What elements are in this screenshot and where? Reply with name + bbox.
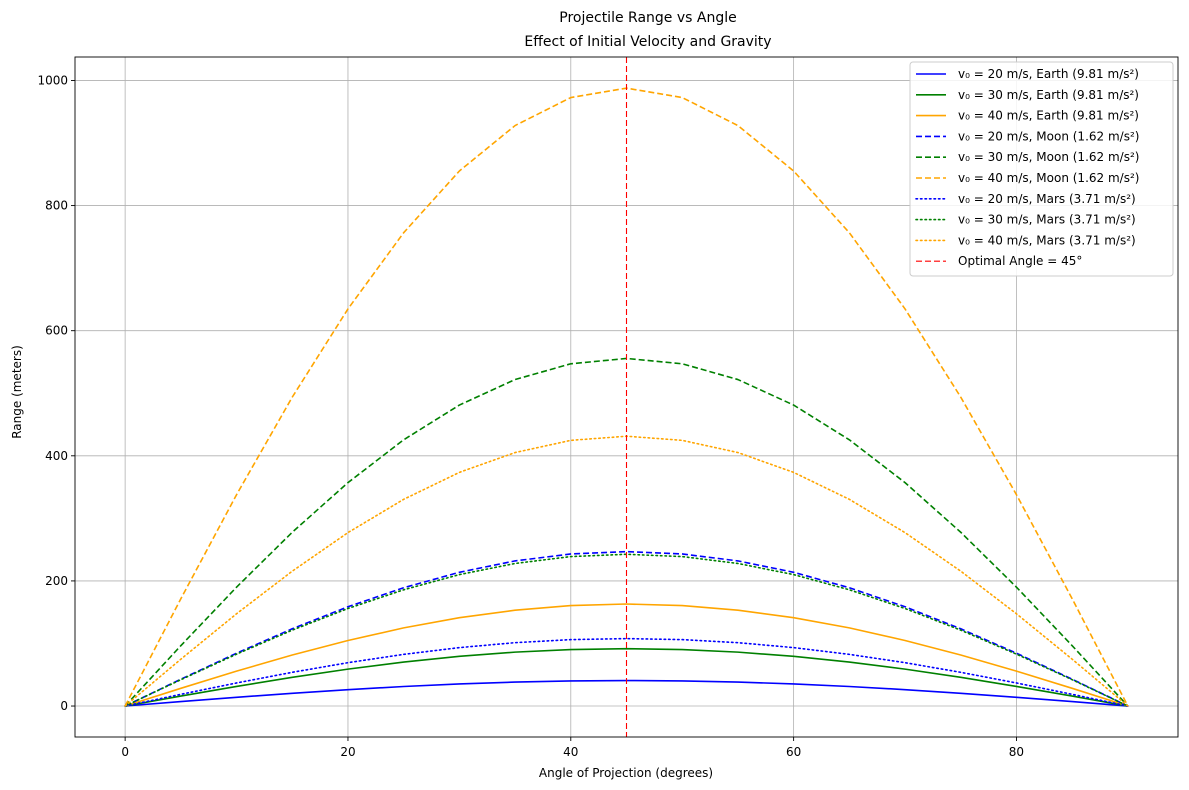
chart-title: Projectile Range vs Angle xyxy=(559,10,736,26)
y-tick-label: 600 xyxy=(45,324,68,338)
plot-area-border xyxy=(74,56,1179,738)
y-tick-label: 200 xyxy=(45,574,68,588)
legend-label: v₀ = 20 m/s, Moon (1.62 m/s²) xyxy=(958,129,1139,143)
x-tick-label: 0 xyxy=(121,745,129,759)
x-tick-label: 80 xyxy=(1009,745,1024,759)
y-axis-label: Range (meters) xyxy=(10,345,24,439)
x-tick-label: 60 xyxy=(786,745,801,759)
y-tick-label: 400 xyxy=(45,449,68,463)
legend-label: v₀ = 30 m/s, Earth (9.81 m/s²) xyxy=(958,88,1139,102)
series-line-1 xyxy=(125,679,1128,707)
plot-frame xyxy=(74,56,1179,738)
legend-label: v₀ = 40 m/s, Moon (1.62 m/s²) xyxy=(958,171,1139,185)
legend: v₀ = 20 m/s, Earth (9.81 m/s²) v₀ = 30 m/… xyxy=(909,61,1174,277)
x-axis-label: Angle of Projection (degrees) xyxy=(539,766,713,780)
y-tick-label: 800 xyxy=(45,199,68,213)
x-tick-label: 20 xyxy=(340,745,355,759)
legend-label: v₀ = 30 m/s, Mars (3.71 m/s²) xyxy=(958,213,1136,227)
legend-label: v₀ = 40 m/s, Earth (9.81 m/s²) xyxy=(958,109,1139,123)
series-line-7 xyxy=(124,637,1129,707)
x-tick-label: 40 xyxy=(563,745,578,759)
legend-label: v₀ = 40 m/s, Mars (3.71 m/s²) xyxy=(958,233,1136,247)
legend-label: v₀ = 30 m/s, Moon (1.62 m/s²) xyxy=(958,150,1139,164)
legend-label: Optimal Angle = 45° xyxy=(958,254,1082,268)
series-line-2 xyxy=(124,647,1129,707)
legend-label: v₀ = 20 m/s, Earth (9.81 m/s²) xyxy=(958,67,1139,81)
series-layer xyxy=(124,57,1129,737)
series-line-4 xyxy=(124,550,1129,707)
chart-subtitle: Effect of Initial Velocity and Gravity xyxy=(524,34,771,50)
y-tick-label: 0 xyxy=(60,699,68,713)
y-tick-label: 1000 xyxy=(37,73,68,87)
legend-label: v₀ = 20 m/s, Mars (3.71 m/s²) xyxy=(958,192,1136,206)
series-line-3 xyxy=(124,603,1129,707)
legend-box xyxy=(909,61,1174,277)
